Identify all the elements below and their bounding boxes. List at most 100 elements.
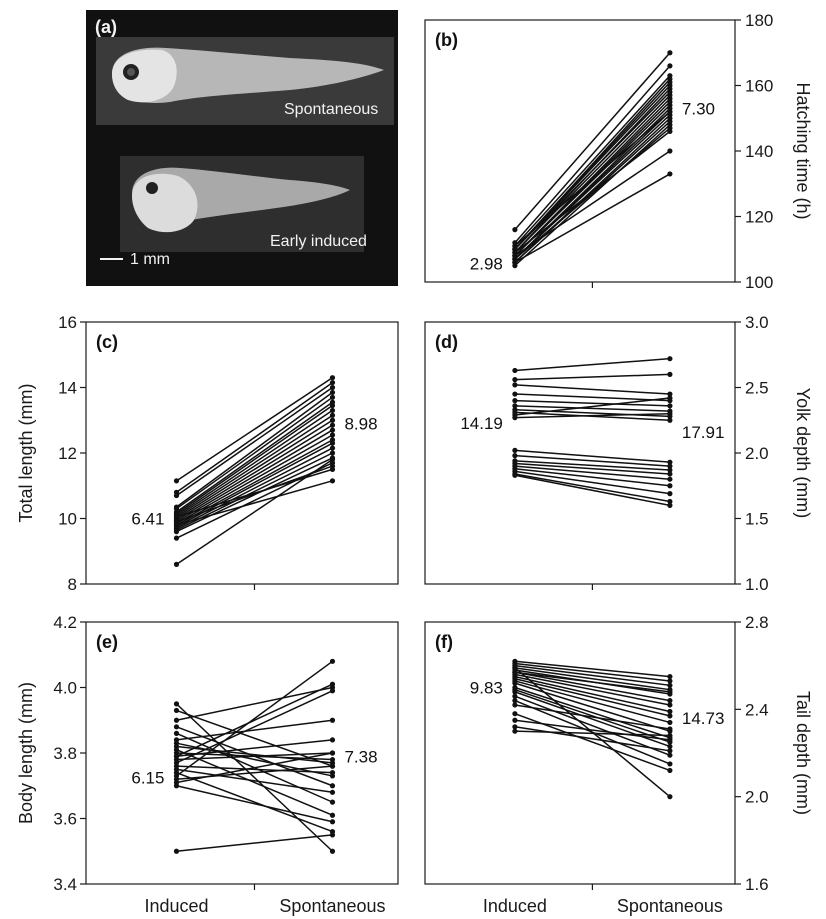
data-point-spontaneous [329, 819, 336, 825]
paired-line [176, 739, 333, 758]
data-point-spontaneous [667, 743, 673, 750]
y-tick-label: 1.6 [745, 875, 769, 894]
data-point-spontaneous [667, 698, 673, 704]
panel-letter: (e) [96, 632, 118, 652]
data-point-induced [512, 698, 518, 704]
y-tick-label: 3.6 [53, 810, 77, 829]
data-point-induced [512, 669, 518, 675]
data-point-induced [173, 717, 180, 723]
paired-line [514, 682, 671, 732]
paired-line [514, 695, 671, 756]
data-point-induced [512, 680, 518, 686]
y-tick-label: 1.5 [745, 510, 769, 529]
data-point-spontaneous [667, 726, 673, 732]
spontaneous-tadpole-image [112, 47, 384, 103]
data-point-spontaneous [667, 148, 673, 154]
paired-line [514, 65, 671, 244]
data-point-induced [512, 717, 518, 723]
paired-line [514, 688, 671, 743]
paired-line [176, 752, 333, 784]
stat-label-induced: 14.19 [460, 414, 503, 433]
data-point-spontaneous [329, 799, 336, 805]
paired-line [514, 373, 670, 381]
data-point-spontaneous [329, 456, 336, 463]
data-point-spontaneous [667, 417, 673, 423]
data-point-induced [173, 535, 180, 541]
data-point-spontaneous [329, 432, 336, 438]
y-tick-label: 8 [68, 575, 77, 594]
paired-line [514, 704, 671, 730]
paired-line [176, 742, 333, 777]
data-point-spontaneous [667, 498, 673, 505]
data-point-spontaneous [667, 403, 673, 409]
paired-line [176, 709, 333, 767]
data-point-induced [173, 478, 180, 484]
paired-line [514, 114, 671, 260]
y-tick-label: 2.0 [745, 788, 769, 807]
stat-label-induced: 9.83 [470, 679, 503, 698]
y-tick-label: 4.2 [53, 613, 77, 632]
paired-line [176, 377, 333, 482]
data-point-spontaneous [667, 50, 673, 56]
data-point-spontaneous [329, 422, 336, 428]
paired-line [514, 75, 671, 247]
data-point-induced [173, 707, 180, 714]
stat-label-spontaneous: 8.98 [344, 415, 377, 434]
x-category-label-spontaneous: Spontaneous [617, 896, 723, 916]
paired-line [514, 449, 670, 463]
data-point-spontaneous [667, 737, 673, 743]
paired-line [514, 384, 670, 395]
data-point-spontaneous [667, 502, 673, 508]
paired-line [514, 660, 670, 678]
data-point-induced [173, 529, 180, 535]
y-tick-label: 2.8 [745, 613, 769, 632]
data-point-induced [173, 740, 180, 746]
panel-letter: (c) [96, 332, 118, 352]
paired-line [514, 686, 671, 739]
data-point-spontaneous [329, 394, 336, 400]
data-point-spontaneous [667, 702, 673, 708]
data-point-spontaneous [329, 832, 336, 838]
data-point-induced [512, 227, 518, 233]
data-point-spontaneous [667, 708, 673, 715]
plot-frame [85, 321, 399, 585]
paired-line [514, 467, 670, 487]
paired-line [514, 712, 671, 772]
paired-line [176, 719, 333, 741]
data-point-spontaneous [329, 402, 336, 409]
paired-line [514, 678, 671, 717]
paired-line [514, 393, 670, 402]
data-point-spontaneous [329, 466, 336, 472]
data-point-spontaneous [667, 125, 673, 131]
data-point-spontaneous [667, 491, 673, 497]
data-point-spontaneous [329, 375, 336, 381]
data-point-spontaneous [329, 450, 336, 456]
paired-line [514, 465, 670, 480]
data-point-spontaneous [329, 658, 336, 664]
data-point-induced [512, 689, 518, 695]
data-point-spontaneous [329, 848, 336, 854]
data-point-spontaneous [667, 171, 673, 177]
data-point-spontaneous [329, 717, 336, 723]
paired-line [514, 726, 671, 752]
paired-line [176, 752, 333, 761]
y-axis-title: Total length (mm) [16, 383, 36, 522]
paired-line [514, 399, 670, 407]
data-point-induced [512, 724, 518, 730]
y-axis-title: Yolk depth (mm) [793, 388, 813, 518]
y-tick-label: 2.5 [745, 379, 769, 398]
y-tick-label: 10 [58, 510, 77, 529]
paired-line [514, 405, 670, 412]
data-point-spontaneous [329, 773, 336, 779]
data-point-induced [512, 472, 518, 478]
data-point-spontaneous [667, 356, 673, 362]
data-point-spontaneous [667, 371, 673, 377]
paired-line [176, 686, 333, 721]
plot-frame [424, 321, 736, 585]
paired-line [176, 447, 333, 529]
data-point-induced [512, 453, 518, 459]
data-point-induced [512, 377, 518, 383]
paired-line [176, 381, 333, 493]
data-point-spontaneous [667, 109, 673, 115]
data-point-spontaneous [667, 459, 673, 465]
